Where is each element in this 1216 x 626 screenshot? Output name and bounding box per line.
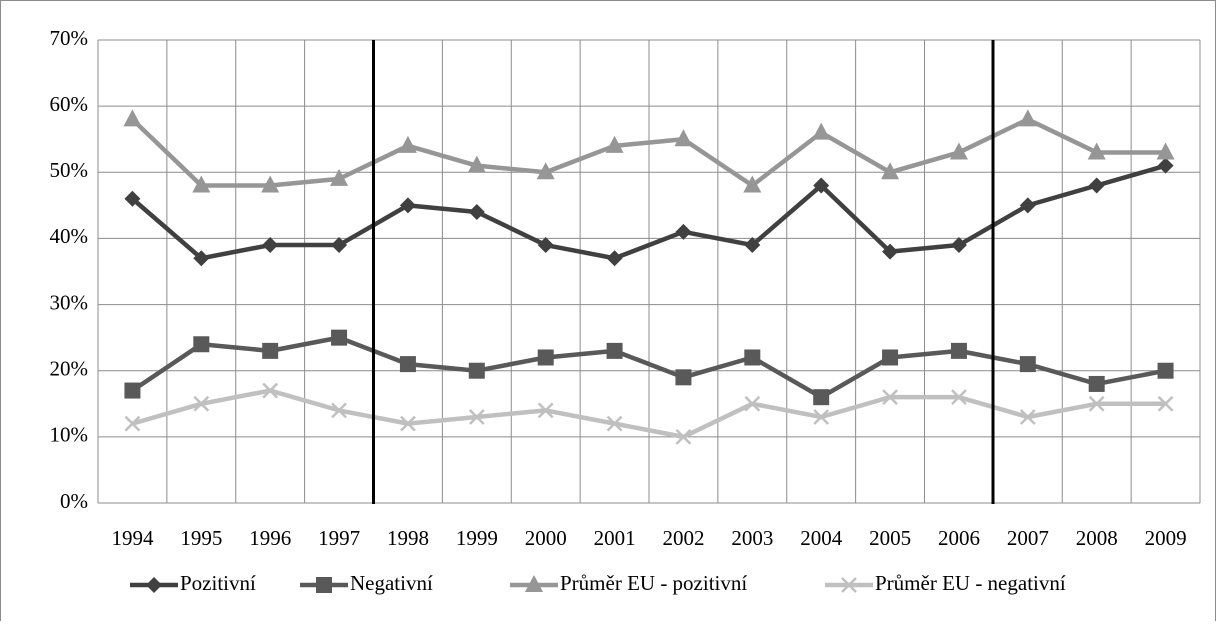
x-tick-label: 2002 — [662, 526, 704, 550]
legend: Pozitivní Negativní Průměr EU - pozitivní P… — [130, 571, 1066, 595]
x-tick-label: 2007 — [1007, 526, 1049, 550]
marker — [949, 142, 968, 160]
x-tick-label: 1994 — [111, 526, 154, 550]
marker — [1018, 109, 1037, 127]
legend-label: Negativní — [350, 571, 433, 595]
marker — [744, 237, 761, 254]
x-tick-label: 2006 — [938, 526, 980, 550]
marker — [1019, 197, 1036, 214]
marker — [1157, 157, 1174, 174]
marker — [468, 362, 485, 379]
marker — [400, 415, 416, 432]
x-tick-label: 1997 — [318, 526, 360, 550]
marker — [193, 336, 210, 353]
marker — [606, 342, 623, 359]
marker — [841, 577, 857, 593]
marker — [606, 250, 623, 267]
x-tick-label: 2005 — [869, 526, 911, 550]
y-tick-label: 10% — [50, 423, 89, 447]
marker — [675, 369, 692, 386]
marker — [881, 162, 900, 180]
y-tick-label: 40% — [50, 224, 89, 248]
x-tick-label: 2009 — [1145, 526, 1187, 550]
marker — [675, 223, 692, 240]
grid: 0% 10% 20% 30% 40% 50% 60% 70% 1994 1995 1996 1997 1… — [50, 26, 1201, 550]
marker — [1019, 356, 1036, 373]
marker — [192, 175, 211, 193]
y-tick-label: 20% — [50, 357, 89, 381]
x-tick-label: 1998 — [387, 526, 429, 550]
marker — [146, 577, 162, 593]
marker — [331, 402, 347, 419]
marker — [882, 349, 899, 366]
marker — [950, 342, 967, 359]
marker — [124, 415, 141, 432]
marker — [330, 168, 349, 186]
y-tick-label: 30% — [50, 290, 89, 314]
marker — [262, 237, 279, 254]
marker — [399, 197, 416, 214]
marker — [468, 203, 485, 220]
marker — [1157, 362, 1174, 379]
marker — [399, 356, 416, 373]
marker — [744, 395, 761, 412]
y-tick-label: 0% — [60, 489, 88, 513]
marker — [1088, 395, 1105, 412]
marker — [467, 155, 486, 173]
marker — [124, 382, 141, 399]
marker — [262, 382, 279, 399]
marker — [813, 409, 830, 425]
marker — [537, 402, 554, 419]
x-tick-label: 2001 — [594, 526, 636, 550]
marker — [950, 237, 967, 254]
marker — [606, 415, 623, 432]
x-tick-label: 1995 — [180, 526, 222, 550]
marker — [743, 175, 762, 193]
marker — [1157, 395, 1174, 412]
x-tick-label: 2000 — [525, 526, 567, 550]
x-tick-label: 1999 — [456, 526, 498, 550]
marker — [262, 342, 279, 359]
legend-label: Pozitivní — [180, 571, 256, 595]
marker — [193, 250, 210, 267]
legend-label: Průměr EU - pozitivní — [560, 571, 747, 595]
marker — [261, 175, 280, 193]
marker — [331, 237, 348, 254]
marker — [537, 237, 554, 254]
marker — [951, 389, 967, 406]
marker — [468, 409, 485, 425]
marker — [398, 135, 417, 153]
marker — [193, 395, 210, 412]
marker — [744, 349, 761, 366]
marker — [123, 109, 142, 127]
y-tick-label: 70% — [50, 26, 89, 50]
marker — [537, 349, 554, 366]
x-tick-label: 1996 — [249, 526, 291, 550]
marker — [674, 129, 693, 147]
x-tick-label: 2008 — [1076, 526, 1118, 550]
marker — [882, 243, 899, 260]
y-tick-label: 50% — [50, 158, 89, 182]
y-tick-label: 60% — [50, 92, 89, 116]
marker — [1156, 142, 1175, 160]
marker — [675, 428, 692, 445]
marker — [813, 177, 830, 194]
marker — [124, 190, 141, 207]
marker — [1088, 375, 1105, 392]
marker — [1019, 409, 1036, 425]
marker — [813, 389, 830, 406]
marker — [812, 122, 831, 140]
legend-label: Průměr EU - negativní — [875, 571, 1066, 595]
marker — [1088, 177, 1105, 194]
marker — [1087, 142, 1106, 160]
marker — [882, 389, 898, 406]
x-tick-label: 2003 — [731, 526, 773, 550]
marker — [536, 162, 555, 180]
marker — [525, 575, 543, 592]
marker — [316, 577, 332, 593]
x-tick-label: 2004 — [800, 526, 843, 550]
marker — [605, 135, 624, 153]
marker — [331, 329, 348, 346]
